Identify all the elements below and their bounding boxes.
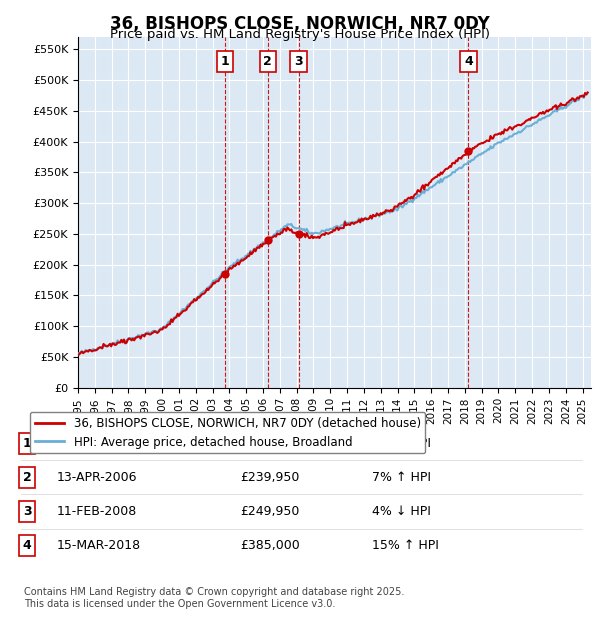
Text: 1: 1 [220, 55, 229, 68]
Text: 4: 4 [23, 539, 31, 552]
Text: £249,950: £249,950 [240, 505, 299, 518]
Text: 7% ↑ HPI: 7% ↑ HPI [372, 471, 431, 484]
Text: 13-APR-2006: 13-APR-2006 [57, 471, 137, 484]
Text: 15% ↑ HPI: 15% ↑ HPI [372, 539, 439, 552]
Text: 7% ↓ HPI: 7% ↓ HPI [372, 437, 431, 450]
Text: 1: 1 [23, 437, 31, 450]
Text: Contains HM Land Registry data © Crown copyright and database right 2025.
This d: Contains HM Land Registry data © Crown c… [24, 587, 404, 609]
Text: 2: 2 [23, 471, 31, 484]
Text: 4: 4 [464, 55, 473, 68]
Text: £239,950: £239,950 [240, 471, 299, 484]
Text: 3: 3 [23, 505, 31, 518]
Text: 18-SEP-2003: 18-SEP-2003 [57, 437, 137, 450]
Text: 11-FEB-2008: 11-FEB-2008 [57, 505, 137, 518]
Text: 3: 3 [294, 55, 303, 68]
Text: 15-MAR-2018: 15-MAR-2018 [57, 539, 141, 552]
Text: 36, BISHOPS CLOSE, NORWICH, NR7 0DY: 36, BISHOPS CLOSE, NORWICH, NR7 0DY [110, 16, 490, 33]
Text: £185,000: £185,000 [240, 437, 300, 450]
Text: 2: 2 [263, 55, 272, 68]
Text: £385,000: £385,000 [240, 539, 300, 552]
Text: Price paid vs. HM Land Registry's House Price Index (HPI): Price paid vs. HM Land Registry's House … [110, 28, 490, 41]
Text: 4% ↓ HPI: 4% ↓ HPI [372, 505, 431, 518]
Legend: 36, BISHOPS CLOSE, NORWICH, NR7 0DY (detached house), HPI: Average price, detach: 36, BISHOPS CLOSE, NORWICH, NR7 0DY (det… [30, 412, 425, 453]
